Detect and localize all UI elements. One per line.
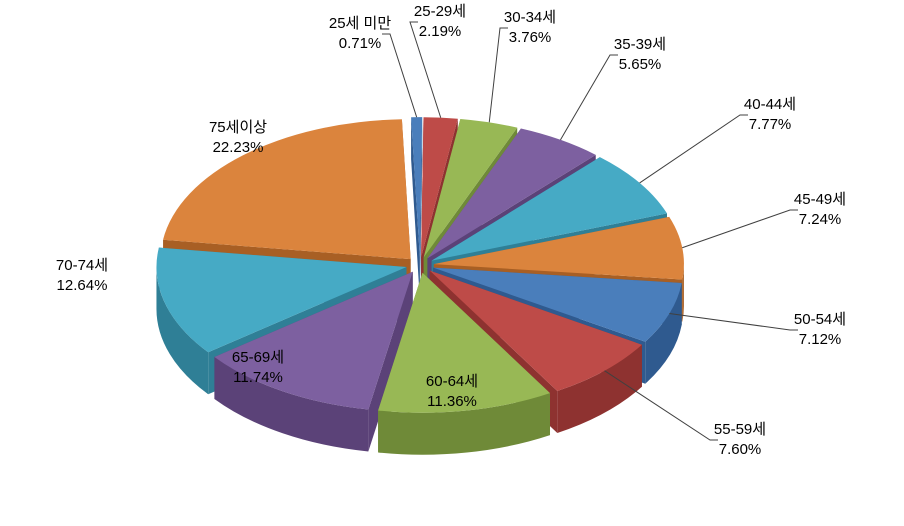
slice-label-text: 75세이상	[209, 118, 267, 138]
slice-value-text: 0.71%	[329, 34, 391, 54]
slice-label-text: 25세 미만	[329, 14, 391, 34]
slice-label-text: 40-44세	[744, 95, 796, 115]
slice-label-text: 70-74세	[56, 256, 108, 276]
slice-label: 50-54세7.12%	[794, 310, 846, 351]
slice-label: 45-49세7.24%	[794, 190, 846, 231]
slice-value-text: 22.23%	[209, 138, 267, 158]
slice-label-text: 65-69세	[232, 348, 284, 368]
slice-label: 70-74세12.64%	[56, 256, 108, 297]
slice-value-text: 2.19%	[414, 22, 466, 42]
slice-label: 30-34세3.76%	[504, 8, 556, 49]
pie-chart-3d: 25세 미만0.71%25-29세2.19%30-34세3.76%35-39세5…	[0, 0, 904, 526]
slice-label-text: 30-34세	[504, 8, 556, 28]
slice-value-text: 7.77%	[744, 115, 796, 135]
pie-slice	[163, 119, 411, 259]
slice-label: 75세이상22.23%	[209, 118, 267, 159]
slice-value-text: 3.76%	[504, 28, 556, 48]
slice-value-text: 5.65%	[614, 55, 666, 75]
slice-label: 25세 미만0.71%	[329, 14, 391, 55]
slice-label: 65-69세11.74%	[232, 348, 284, 389]
slice-value-text: 7.60%	[714, 440, 766, 460]
slice-value-text: 7.24%	[794, 210, 846, 230]
slice-value-text: 11.74%	[232, 368, 284, 388]
slice-label-text: 35-39세	[614, 35, 666, 55]
pie-svg	[0, 0, 904, 526]
slice-label: 35-39세5.65%	[614, 35, 666, 76]
slice-label-text: 50-54세	[794, 310, 846, 330]
slice-label-text: 60-64세	[426, 372, 478, 392]
slice-label-text: 55-59세	[714, 420, 766, 440]
slice-label: 40-44세7.77%	[744, 95, 796, 136]
slice-value-text: 7.12%	[794, 330, 846, 350]
slice-value-text: 11.36%	[426, 392, 478, 412]
slice-label-text: 25-29세	[414, 2, 466, 22]
slice-value-text: 12.64%	[56, 276, 108, 296]
slice-label: 55-59세7.60%	[714, 420, 766, 461]
slice-label-text: 45-49세	[794, 190, 846, 210]
slice-label: 25-29세2.19%	[414, 2, 466, 43]
slice-label: 60-64세11.36%	[426, 372, 478, 413]
